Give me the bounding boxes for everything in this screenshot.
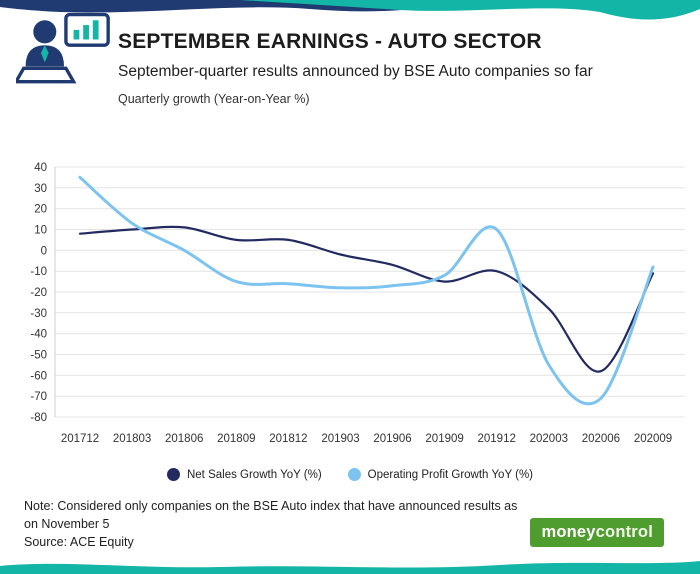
legend-item-net-sales: Net Sales Growth YoY (%) xyxy=(166,468,322,481)
x-tick-label: 201912 xyxy=(478,433,516,445)
y-tick-label: -30 xyxy=(30,308,47,320)
chart-area: 40 30 20 10 0 -10 -20 -30 -40 -50 -60 -70 -80 201712 2… xyxy=(0,140,700,458)
bottom-ribbon-decoration xyxy=(0,561,700,574)
x-tick-label: 202006 xyxy=(582,433,620,445)
x-tick-label: 201806 xyxy=(165,433,203,445)
y-tick-label: -20 xyxy=(30,287,47,299)
net-sales-legend-dot xyxy=(166,468,180,481)
header: SEPTEMBER EARNINGS - AUTO SECTOR Septemb… xyxy=(118,30,678,106)
axis-unit-note: Quarterly growth (Year-on-Year %) xyxy=(118,92,310,106)
logo-control-text: control xyxy=(595,523,653,541)
chart-legend: Net Sales Growth YoY (%) Operating Profi… xyxy=(0,468,700,481)
note-line-1: Note: Considered only companies on the B… xyxy=(24,499,518,513)
y-tick-label: -60 xyxy=(30,370,47,382)
footer-note: Note: Considered only companies on the B… xyxy=(24,497,564,551)
x-tick-label: 201809 xyxy=(217,433,255,445)
y-tick-label: 20 xyxy=(34,204,47,216)
y-tick-label: -50 xyxy=(30,350,47,362)
moneycontrol-logo: moneycontrol xyxy=(530,518,664,547)
x-tick-label: 201903 xyxy=(321,433,359,445)
x-tick-label: 201803 xyxy=(113,433,151,445)
chart: 40 30 20 10 0 -10 -20 -30 -40 -50 -60 -70 -80 201712 2… xyxy=(30,162,685,445)
y-tick-label: -80 xyxy=(30,412,47,424)
y-tick-label: 30 xyxy=(34,183,47,195)
source-line: Source: ACE Equity xyxy=(24,535,134,550)
y-tick-label: 0 xyxy=(41,245,47,257)
x-tick-label: 201906 xyxy=(373,433,411,445)
page-title: SEPTEMBER EARNINGS - AUTO SECTOR xyxy=(118,30,542,53)
x-tick-label: 201909 xyxy=(425,433,463,445)
y-tick-label: 10 xyxy=(34,225,47,237)
y-tick-label: -40 xyxy=(30,329,47,341)
operating-profit-legend-dot xyxy=(347,468,361,481)
y-tick-label: -10 xyxy=(30,266,47,278)
legend-item-operating-profit: Operating Profit Growth YoY (%) xyxy=(347,468,533,481)
note-line-2: on November 5 xyxy=(24,517,110,532)
x-tick-label: 201712 xyxy=(61,433,99,445)
operating-profit-legend-label: Operating Profit Growth YoY (%) xyxy=(367,468,533,481)
logo-money-text: money xyxy=(541,523,596,541)
x-tick-label: 202003 xyxy=(530,433,568,445)
x-tick-label: 202009 xyxy=(634,433,672,445)
series-line-0 xyxy=(78,225,655,373)
page-subtitle: September-quarter results announced by B… xyxy=(118,63,593,80)
net-sales-legend-label: Net Sales Growth YoY (%) xyxy=(186,468,322,481)
series-line-1 xyxy=(78,175,655,406)
analyst-laptop-chart-icon xyxy=(16,12,110,84)
y-tick-label: -70 xyxy=(30,391,47,403)
x-tick-label: 201812 xyxy=(269,433,307,445)
y-tick-label: 40 xyxy=(34,162,47,174)
